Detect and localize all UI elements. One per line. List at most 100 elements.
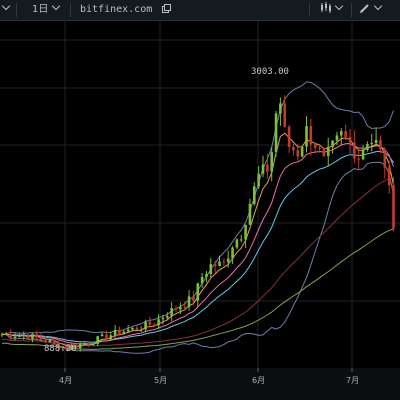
drawing-tool-selector[interactable] (360, 0, 383, 20)
toolbar-left-edge (0, 0, 11, 20)
candle-body (187, 296, 191, 307)
candle-body (192, 296, 195, 301)
candle-body (135, 327, 139, 330)
candle-body (357, 158, 360, 160)
candle-body (383, 149, 387, 168)
chart-style-selector[interactable] (320, 0, 344, 20)
candle-body (340, 131, 343, 136)
candle-body (96, 336, 99, 344)
candle-body (326, 146, 330, 156)
chevron-down-icon (334, 1, 344, 11)
candle-body (344, 131, 347, 138)
sma-slow-line (2, 150, 394, 343)
candle-body (161, 317, 165, 320)
price-chart[interactable]: 3003.00 888.20 4月 5月 6月 7月 (0, 21, 400, 400)
candle-body (13, 336, 17, 338)
candle-body (126, 329, 130, 332)
popout-icon (162, 4, 172, 13)
candle-body (209, 264, 213, 274)
candle-body (100, 334, 104, 337)
candle-body (196, 283, 200, 301)
candle-body (231, 247, 234, 259)
toolbar-separator (309, 3, 310, 17)
x-tick-label: 4月 (59, 376, 72, 385)
chevron-down-icon (373, 1, 383, 11)
candle-body (253, 186, 256, 204)
candle-body (348, 137, 352, 143)
x-axis-strip (0, 368, 400, 400)
candle-body (118, 329, 121, 335)
candle-body (213, 264, 217, 267)
timeframe-label: 1日 (32, 4, 49, 15)
candle-body (122, 331, 126, 335)
candle-body (292, 146, 295, 151)
toolbar-separator (70, 3, 71, 17)
candle-body (392, 185, 395, 229)
toolbar-separator (16, 3, 17, 17)
candle-body (148, 321, 152, 325)
candle-body (31, 334, 34, 339)
candlestick-icon (321, 2, 331, 13)
candle-body (318, 147, 321, 149)
candle-body (379, 139, 382, 150)
candle-body (48, 339, 52, 343)
candle-body (257, 173, 260, 187)
source-label: bitfinex.com (80, 4, 153, 15)
candle-body (74, 345, 78, 349)
candle-body (152, 324, 156, 326)
candle-body (144, 321, 147, 330)
bollinger-lower-line (1, 161, 394, 354)
candle-body (26, 335, 30, 339)
candle-body (270, 152, 273, 172)
candle-body (183, 306, 186, 308)
candle-body (0, 334, 4, 336)
candle-body (266, 164, 269, 172)
candle-body (179, 306, 182, 310)
candle-body (226, 258, 230, 263)
candle-body (287, 126, 291, 147)
candle-body (261, 164, 265, 174)
candle-body (174, 308, 178, 310)
candle-body (200, 276, 204, 284)
candle-body (166, 316, 169, 318)
candle-body (374, 139, 378, 144)
candle-body (283, 103, 287, 127)
candle-body (313, 144, 317, 148)
candle-body (305, 126, 308, 147)
candle-body (222, 261, 226, 263)
toolbar-separator (351, 3, 352, 17)
candle-body (35, 334, 39, 338)
candle-body (170, 308, 173, 317)
candle-body (296, 150, 300, 157)
candle-body (5, 334, 8, 336)
high-annotation: 3003.00 (251, 67, 289, 77)
candle-body (83, 343, 86, 345)
chart-toolbar: 1日 bitfinex.com (0, 0, 400, 21)
x-tick-label: 7月 (346, 376, 359, 385)
candle-body (244, 224, 247, 240)
candle-body (239, 239, 243, 241)
candle-body (309, 126, 313, 145)
candle-body (44, 340, 47, 343)
candle-body (61, 346, 65, 348)
pencil-icon (360, 4, 369, 13)
candle-body (370, 143, 374, 145)
candle-body (248, 203, 252, 225)
candle-body (279, 103, 282, 114)
candle-body (113, 329, 117, 336)
candle-body (79, 344, 82, 349)
candle-body (331, 140, 334, 147)
candle-body (139, 329, 143, 331)
candle-body (235, 239, 239, 248)
timeframe-selector[interactable]: 1日 (32, 0, 61, 20)
candle-body (22, 335, 26, 337)
candle-body (300, 146, 304, 157)
candle-body (70, 345, 73, 350)
candle-body (109, 335, 113, 340)
candle-body (105, 334, 108, 340)
x-tick-label: 5月 (154, 376, 167, 385)
candle-body (52, 339, 56, 343)
source-link[interactable]: bitfinex.com (80, 0, 172, 20)
ma-long-line (1, 177, 394, 347)
candle-body (39, 337, 43, 341)
